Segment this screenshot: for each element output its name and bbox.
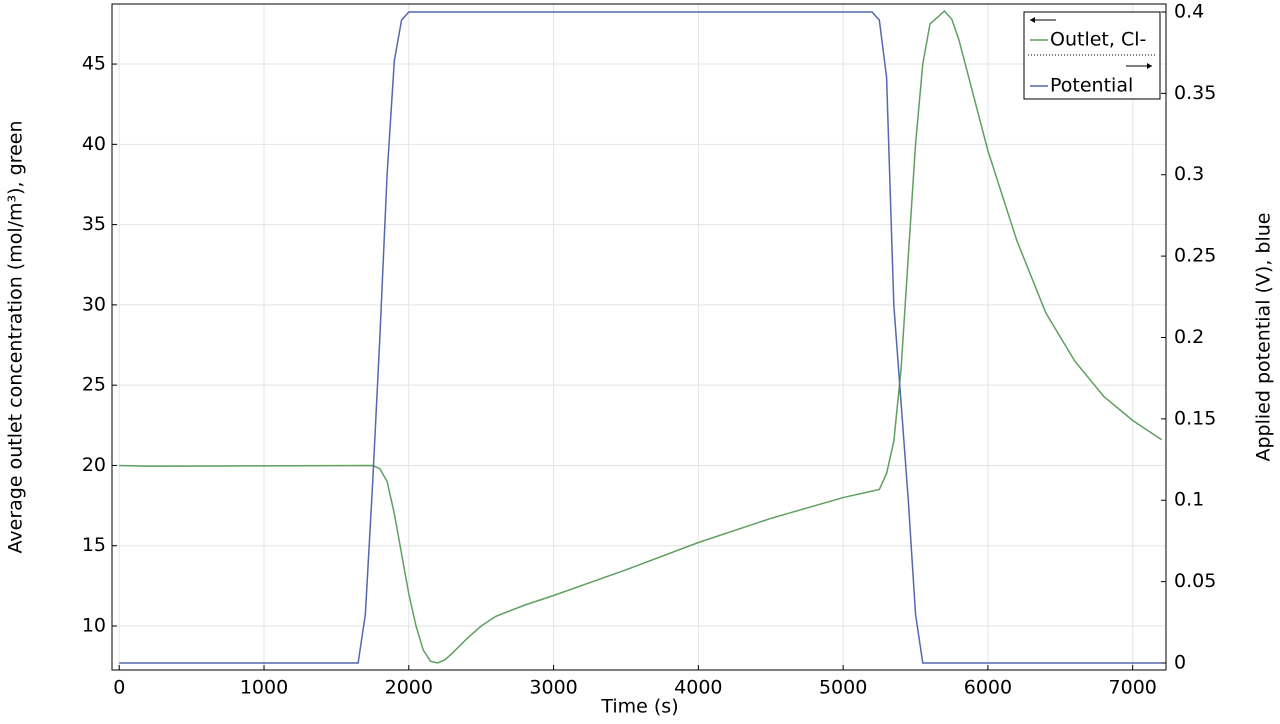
x-tick-label: 5000 [819, 677, 867, 699]
x-tick-label: 0 [113, 677, 125, 699]
y-tick-label: 45 [82, 53, 106, 75]
x-tick-label: 2000 [385, 677, 433, 699]
data-line [119, 10, 1163, 664]
y2-tick-label: 0.4 [1174, 0, 1204, 22]
y-tick-label: 20 [82, 454, 106, 476]
y2-axis-label: Applied potential (V), blue [1253, 213, 1275, 462]
y2-tick-label: 0.25 [1174, 245, 1216, 267]
x-axis-label: Time (s) [600, 696, 678, 718]
y-tick-label: 40 [82, 133, 106, 155]
x-tick-label: 4000 [674, 677, 722, 699]
y2-tick-label: 0.3 [1174, 163, 1204, 185]
y-axis-label: Average outlet concentration (mol/m³), g… [5, 121, 27, 554]
y2-tick-label: 0.05 [1174, 570, 1216, 592]
x-tick-label: 1000 [240, 677, 288, 699]
y-tick-label: 10 [82, 615, 106, 637]
y2-tick-label: 0.1 [1174, 489, 1204, 511]
plot-frame [111, 3, 1167, 671]
x-tick-label: 7000 [1109, 677, 1157, 699]
y-tick-label: 15 [82, 534, 106, 556]
legend-label: Potential [1050, 75, 1133, 97]
y-tick-label: 25 [82, 374, 106, 396]
x-tick-label: 3000 [529, 677, 577, 699]
legend-label: Outlet, Cl- [1050, 29, 1146, 51]
y-tick-label: 30 [82, 293, 106, 315]
y2-tick-label: 0.2 [1174, 326, 1204, 348]
y2-tick-label: 0 [1174, 652, 1186, 674]
y-tick-label: 35 [82, 213, 106, 235]
y2-tick-label: 0.35 [1174, 82, 1216, 104]
x-tick-label: 6000 [964, 677, 1012, 699]
data-line [119, 11, 1162, 664]
legend-arrow-head [1030, 17, 1035, 23]
y2-tick-label: 0.15 [1174, 407, 1216, 429]
legend-arrow-head [1147, 63, 1152, 69]
